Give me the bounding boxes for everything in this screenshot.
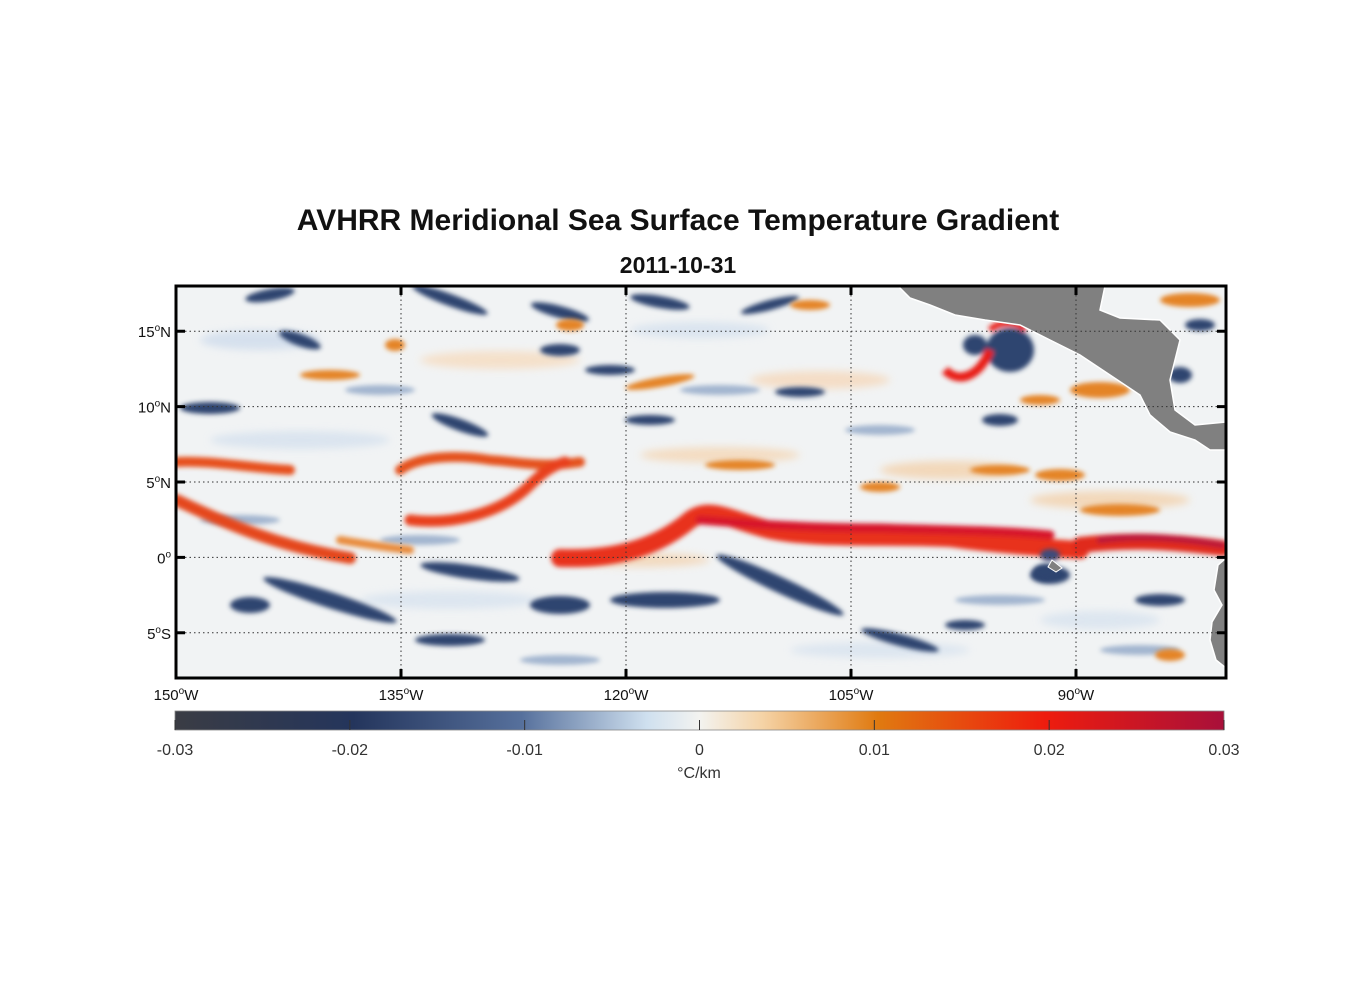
figure-date-subtitle: 2011-10-31 bbox=[619, 252, 737, 278]
land-galapagos bbox=[1047, 559, 1063, 573]
colorbar-tick-label: -0.02 bbox=[332, 742, 369, 759]
lon-tick-label: 90oW bbox=[1058, 686, 1095, 704]
lon-tick-label: 120oW bbox=[604, 686, 650, 704]
lon-tick-label: 150oW bbox=[154, 686, 200, 704]
colorbar-tick-label: -0.03 bbox=[157, 742, 194, 759]
map-axis-ticks bbox=[174, 286, 1226, 678]
land-south-america bbox=[1209, 557, 1226, 669]
lon-tick-label: 105oW bbox=[829, 686, 875, 704]
colorbar: -0.03 -0.02 -0.01 0 0.01 0.02 0.03 °C/km bbox=[157, 710, 1240, 782]
lat-tick-label: 0o bbox=[157, 549, 171, 567]
figure-title: AVHRR Meridional Sea Surface Temperature… bbox=[296, 204, 1060, 237]
land-central-america bbox=[896, 286, 1226, 451]
colorbar-tick-label: -0.01 bbox=[506, 742, 543, 759]
lat-tick-label: 15oN bbox=[138, 323, 171, 341]
colorbar-ticks bbox=[174, 720, 1225, 730]
colorbar-tick-labels: -0.03 -0.02 -0.01 0 0.01 0.02 0.03 bbox=[157, 742, 1240, 759]
lat-tick-label: 10oN bbox=[138, 399, 171, 417]
sst-gradient-field bbox=[176, 286, 1226, 678]
colorbar-tick-label: 0.01 bbox=[859, 742, 890, 759]
colorbar-tick-label: 0.03 bbox=[1208, 742, 1239, 759]
lat-tick-label: 5oN bbox=[146, 474, 171, 492]
colorbar-tick-label: 0.02 bbox=[1034, 742, 1065, 759]
lat-tick-labels: 15oN 10oN 5oN 0o 5oS bbox=[138, 323, 172, 643]
colorbar-tick-label: 0 bbox=[695, 742, 704, 759]
lon-tick-label: 135oW bbox=[379, 686, 425, 704]
colorbar-unit-label: °C/km bbox=[677, 765, 721, 782]
lat-tick-label: 5oS bbox=[147, 625, 171, 643]
lon-tick-labels: 150oW 135oW 120oW 105oW 90oW bbox=[154, 686, 1095, 704]
